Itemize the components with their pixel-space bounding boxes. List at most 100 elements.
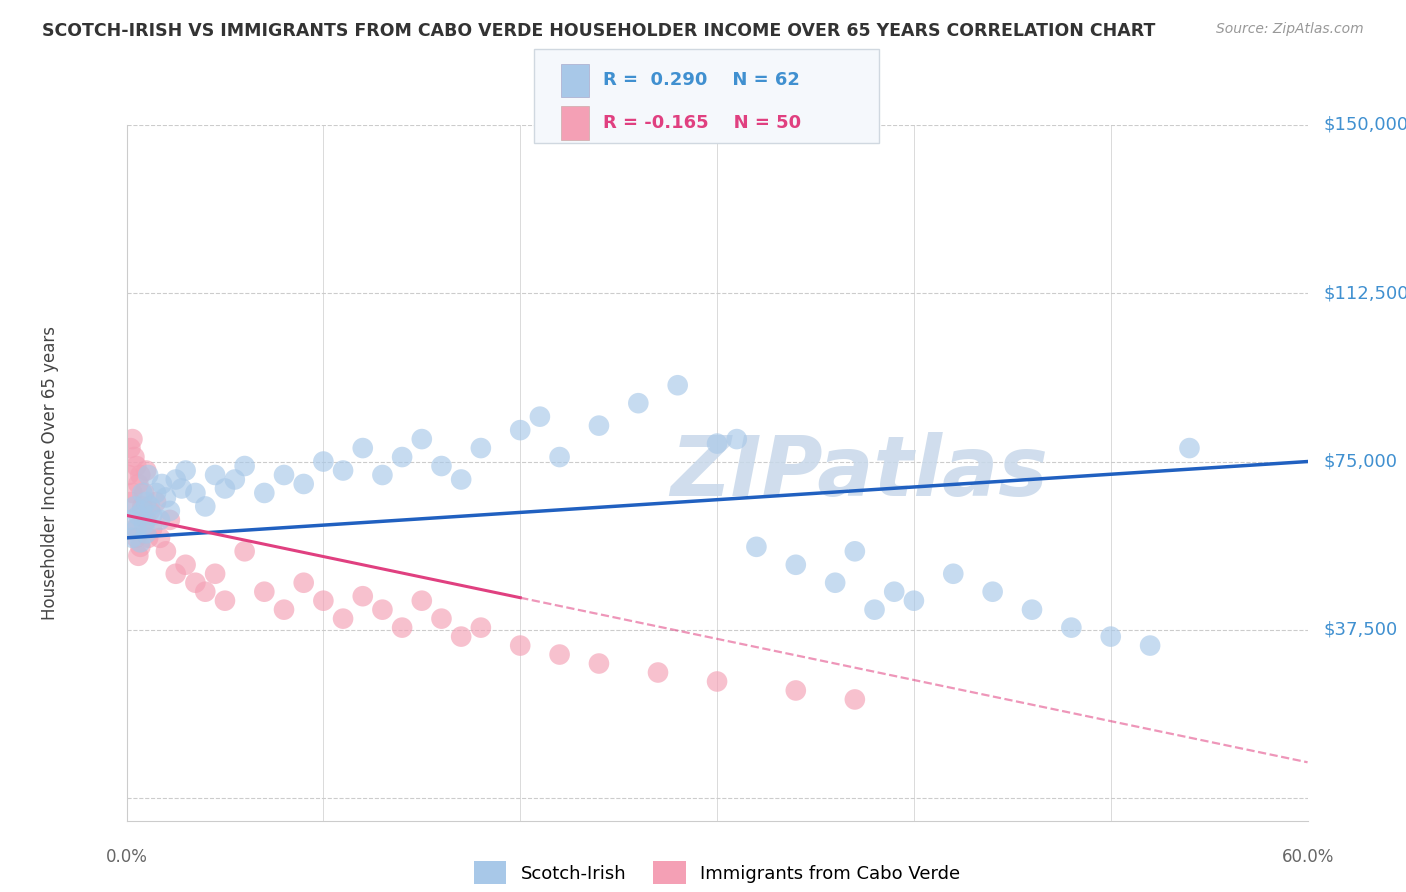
Point bbox=[170, 482, 193, 496]
Point bbox=[135, 513, 157, 527]
Point bbox=[145, 486, 167, 500]
Point bbox=[155, 491, 177, 505]
Point bbox=[824, 575, 846, 590]
Point bbox=[125, 522, 148, 536]
Point bbox=[224, 473, 246, 487]
Point bbox=[273, 468, 295, 483]
Point bbox=[165, 566, 187, 581]
Point bbox=[627, 396, 650, 410]
Point bbox=[117, 468, 139, 483]
Point bbox=[509, 423, 531, 437]
Point bbox=[127, 549, 149, 563]
Point bbox=[509, 639, 531, 653]
Point bbox=[159, 504, 181, 518]
Point bbox=[450, 473, 472, 487]
Point bbox=[706, 436, 728, 450]
Text: $75,000: $75,000 bbox=[1323, 452, 1398, 471]
Text: R = -0.165    N = 50: R = -0.165 N = 50 bbox=[603, 114, 801, 132]
Point bbox=[292, 575, 315, 590]
Point bbox=[1178, 441, 1201, 455]
Point bbox=[174, 463, 197, 477]
Point bbox=[136, 468, 159, 483]
Point bbox=[529, 409, 551, 424]
Point bbox=[371, 602, 394, 616]
Point bbox=[131, 504, 153, 518]
Text: ZIPatlas: ZIPatlas bbox=[669, 433, 1047, 513]
Point bbox=[149, 513, 172, 527]
Point bbox=[233, 544, 256, 558]
Point bbox=[120, 495, 142, 509]
Point bbox=[139, 504, 162, 518]
Point bbox=[253, 486, 276, 500]
Point bbox=[184, 575, 207, 590]
Text: $150,000: $150,000 bbox=[1323, 116, 1406, 134]
Point bbox=[588, 418, 610, 433]
Point bbox=[165, 473, 187, 487]
Point bbox=[184, 486, 207, 500]
Point bbox=[204, 468, 226, 483]
Point bbox=[159, 513, 181, 527]
Point bbox=[352, 441, 374, 455]
Point bbox=[450, 630, 472, 644]
Point bbox=[174, 558, 197, 572]
Point bbox=[194, 500, 217, 514]
Point bbox=[124, 500, 146, 514]
Point bbox=[1060, 621, 1083, 635]
Point bbox=[127, 477, 149, 491]
Point bbox=[129, 535, 152, 549]
Point bbox=[134, 486, 156, 500]
Point bbox=[470, 621, 492, 635]
Point bbox=[1099, 630, 1122, 644]
Point bbox=[430, 612, 453, 626]
Point bbox=[131, 500, 153, 514]
Legend: Scotch-Irish, Immigrants from Cabo Verde: Scotch-Irish, Immigrants from Cabo Verde bbox=[467, 854, 967, 892]
Point bbox=[129, 468, 152, 483]
Point bbox=[411, 432, 433, 446]
Point bbox=[470, 441, 492, 455]
Point bbox=[745, 540, 768, 554]
Point bbox=[1139, 639, 1161, 653]
Point bbox=[194, 584, 217, 599]
Point bbox=[706, 674, 728, 689]
Point bbox=[125, 458, 148, 473]
Point bbox=[391, 621, 413, 635]
Point bbox=[121, 531, 143, 545]
Point bbox=[548, 450, 571, 464]
Point bbox=[129, 540, 152, 554]
Point bbox=[312, 593, 335, 607]
Point bbox=[588, 657, 610, 671]
Text: 60.0%: 60.0% bbox=[1281, 847, 1334, 865]
Point bbox=[903, 593, 925, 607]
Point bbox=[150, 477, 173, 491]
Point bbox=[121, 432, 143, 446]
Point bbox=[371, 468, 394, 483]
Point bbox=[844, 692, 866, 706]
Text: $37,500: $37,500 bbox=[1323, 621, 1398, 639]
Text: Householder Income Over 65 years: Householder Income Over 65 years bbox=[41, 326, 59, 620]
Text: SCOTCH-IRISH VS IMMIGRANTS FROM CABO VERDE HOUSEHOLDER INCOME OVER 65 YEARS CORR: SCOTCH-IRISH VS IMMIGRANTS FROM CABO VER… bbox=[42, 22, 1156, 40]
Point bbox=[1021, 602, 1043, 616]
Point bbox=[863, 602, 886, 616]
Point bbox=[666, 378, 689, 392]
Point bbox=[124, 522, 146, 536]
Point bbox=[155, 544, 177, 558]
Point bbox=[292, 477, 315, 491]
Point bbox=[131, 486, 153, 500]
Text: $112,500: $112,500 bbox=[1323, 285, 1406, 302]
Point bbox=[204, 566, 226, 581]
Point bbox=[411, 593, 433, 607]
Point bbox=[332, 612, 354, 626]
Point bbox=[136, 531, 159, 545]
Point bbox=[134, 517, 156, 532]
Point bbox=[214, 593, 236, 607]
Point bbox=[253, 584, 276, 599]
Text: R =  0.290    N = 62: R = 0.290 N = 62 bbox=[603, 71, 800, 89]
Point bbox=[141, 522, 163, 536]
Point bbox=[273, 602, 295, 616]
Point bbox=[548, 648, 571, 662]
Point bbox=[149, 531, 172, 545]
Point bbox=[121, 486, 143, 500]
Point bbox=[312, 454, 335, 468]
Point bbox=[233, 458, 256, 473]
Point bbox=[120, 441, 142, 455]
